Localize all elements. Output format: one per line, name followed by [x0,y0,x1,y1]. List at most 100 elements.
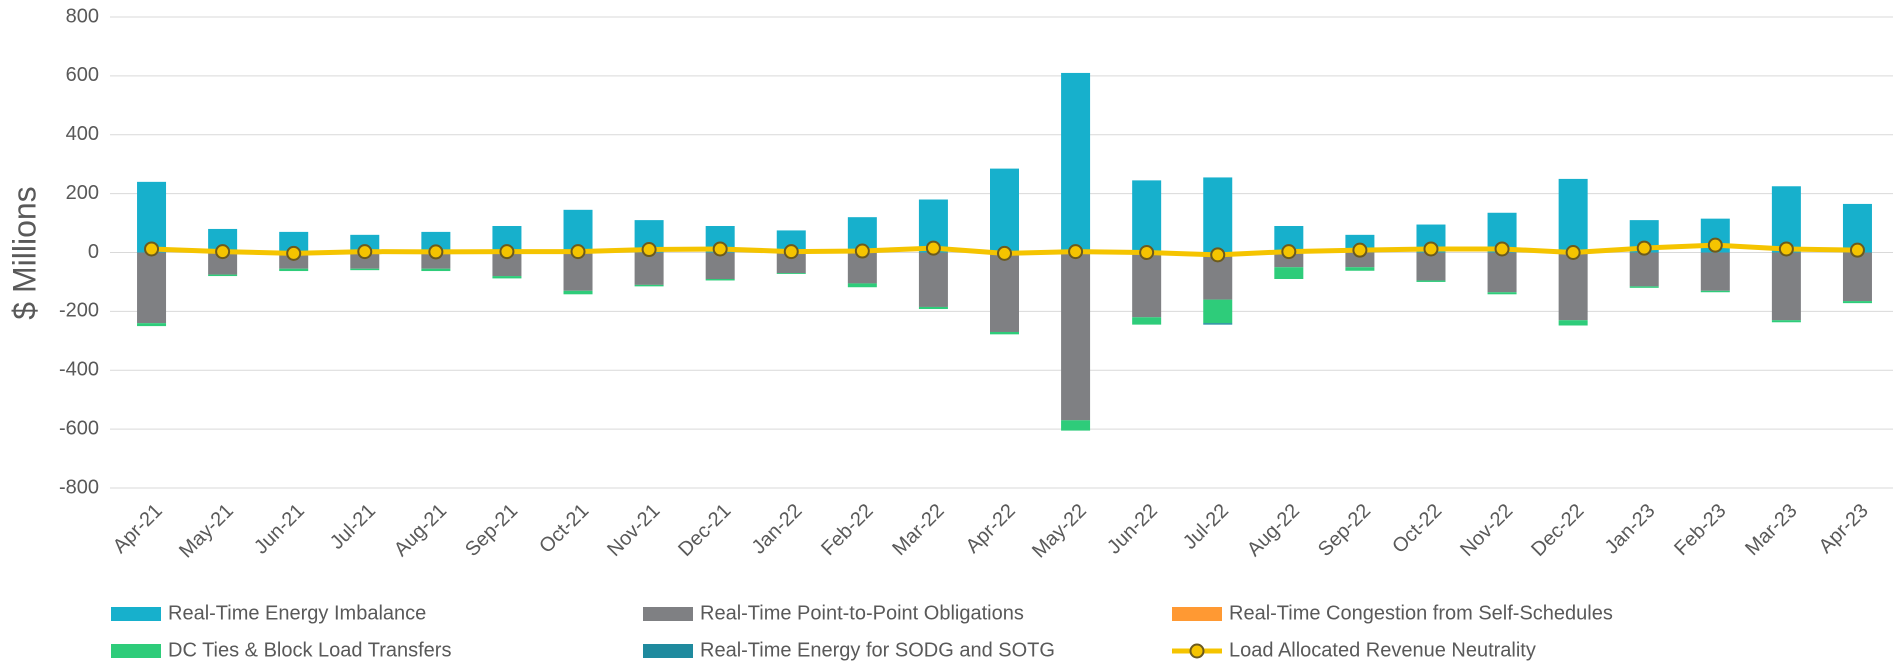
bar [705,278,735,281]
bar [1771,252,1801,321]
line-marker [1565,245,1581,260]
x-tick-label: May-22 [1028,500,1091,563]
line-marker [1281,244,1297,260]
x-tick-label: Jan-23 [1601,500,1660,559]
line-marker [1636,240,1652,256]
x-tick-label: Apr-22 [962,500,1020,558]
y-tick-label: 400 [66,123,99,145]
bar [1345,267,1375,271]
bar [1558,320,1588,326]
line-marker [428,244,444,260]
x-tick-label: Aug-21 [390,500,451,561]
line-marker [1849,242,1865,258]
bar [990,168,1019,253]
bar [634,284,664,287]
bar [990,252,1019,332]
bar [279,268,309,272]
x-tick-label: Sep-22 [1314,500,1375,561]
bar [1842,252,1872,302]
bar [1274,252,1304,268]
x-tick-label: Aug-22 [1243,500,1304,561]
legend-label: Load Allocated Revenue Neutrality [1229,639,1536,661]
x-tick-label: Mar-22 [888,500,948,560]
line-marker [144,241,160,257]
x-tick-label: Sep-21 [461,500,522,561]
bar [1132,180,1162,253]
bar [1203,177,1233,253]
bar [1061,252,1091,421]
bar [208,252,238,275]
x-tick-label: Feb-23 [1670,500,1730,560]
bar [1203,323,1233,325]
y-tick-label: 200 [66,182,99,204]
line-marker [712,241,728,257]
x-tick-label: Jun-22 [1103,500,1162,559]
bar [350,252,380,269]
line-marker [1423,241,1439,257]
bar [1842,301,1872,304]
legend-swatch [643,644,693,658]
bar [1629,286,1659,288]
bar [492,276,522,279]
y-tick-label: -800 [59,476,99,498]
x-tick-label: Dec-21 [674,500,735,561]
x-tick-label: Jul-22 [1179,500,1233,554]
line-marker [570,244,586,260]
bar [279,231,309,253]
line-marker [1707,237,1723,253]
bar [1274,267,1304,279]
bar [350,234,380,253]
bar [776,230,806,253]
bar [1558,178,1588,253]
bar [137,323,167,327]
x-tick-label: Jun-21 [250,500,309,559]
bar [421,231,451,253]
x-tick-label: Apr-23 [1815,500,1873,558]
legend-swatch [1189,643,1205,659]
legend-label: DC Ties & Block Load Transfers [168,639,451,661]
bar [847,283,877,288]
bar [1203,299,1233,324]
legend-swatch [111,644,161,658]
line-marker [1139,245,1155,260]
y-tick-label: -200 [59,300,99,322]
bar [705,252,735,279]
x-tick-label: Jan-22 [748,500,807,559]
y-axis-label: $ Millions [6,186,42,319]
line-marker [1210,247,1226,263]
line-marker [1068,244,1084,260]
line-marker [854,243,870,259]
legend-swatch [643,607,693,621]
y-tick-label: 800 [66,5,99,27]
line-marker [499,244,515,260]
x-tick-label: Feb-22 [817,500,877,560]
bar [1487,252,1517,293]
legend-label: Real-Time Energy Imbalance [168,602,426,624]
y-tick-label: -400 [59,359,99,381]
bar [137,181,167,253]
bar [1771,320,1801,323]
line-marker [925,240,941,256]
bar [776,273,806,274]
x-tick-label: Mar-23 [1741,500,1801,560]
bar [918,306,948,310]
line-marker [997,245,1012,261]
x-tick-label: Apr-21 [109,500,167,558]
legend-label: Real-Time Point-to-Point Obligations [700,602,1024,624]
bar [1416,280,1446,282]
x-tick-label: Oct-22 [1388,500,1446,558]
line-marker [286,245,302,261]
x-tick-label: Jul-21 [326,500,380,554]
bar [421,252,451,269]
bar [918,252,948,307]
legend-swatch [111,607,161,621]
y-tick-label: 600 [66,64,99,86]
bar [1487,292,1517,295]
bar [208,228,238,253]
bar [1558,252,1588,321]
bar [421,268,451,272]
y-tick-label: 0 [88,241,99,263]
line-marker [215,244,231,260]
